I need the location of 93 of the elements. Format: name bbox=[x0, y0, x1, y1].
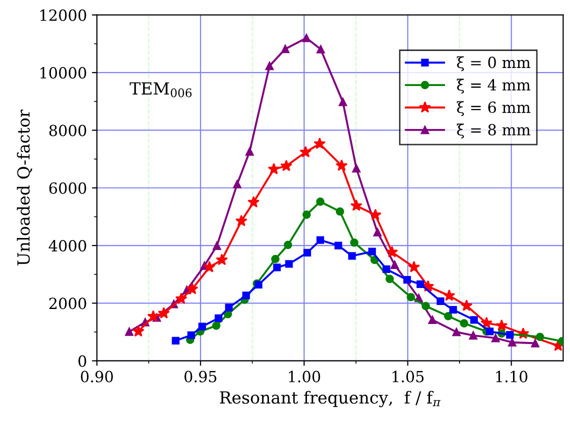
x-tick-label: 1.10 bbox=[496, 370, 528, 382]
point bbox=[531, 339, 540, 348]
point bbox=[172, 336, 180, 344]
point bbox=[350, 238, 358, 247]
point bbox=[212, 321, 220, 330]
point bbox=[368, 248, 376, 256]
point bbox=[406, 292, 416, 302]
point bbox=[265, 62, 274, 70]
legend-label: ξ = 6 mm bbox=[456, 101, 530, 116]
point bbox=[314, 138, 326, 149]
point bbox=[245, 147, 254, 156]
point bbox=[350, 200, 362, 211]
point bbox=[147, 310, 160, 322]
point bbox=[352, 164, 361, 172]
x-axis-title: Resonant frequency, f / f$_{π}$ bbox=[220, 390, 441, 408]
point bbox=[248, 196, 260, 208]
point bbox=[444, 312, 452, 320]
point bbox=[125, 328, 134, 336]
point bbox=[316, 236, 324, 244]
point bbox=[281, 44, 290, 54]
point bbox=[280, 160, 292, 172]
point bbox=[302, 210, 311, 219]
annotation: TEM$_{006}$ bbox=[130, 82, 192, 98]
point bbox=[316, 45, 325, 54]
point bbox=[187, 331, 196, 339]
y-tick-label: 0 bbox=[78, 355, 86, 367]
y-tick-label: 2000 bbox=[49, 298, 86, 310]
y-tick-label: 4000 bbox=[48, 240, 86, 252]
point bbox=[422, 302, 430, 310]
point bbox=[302, 34, 311, 42]
point bbox=[242, 292, 250, 300]
point bbox=[300, 146, 312, 158]
point bbox=[285, 260, 293, 268]
point bbox=[382, 265, 390, 273]
point bbox=[316, 198, 324, 206]
point bbox=[214, 314, 222, 322]
point bbox=[470, 316, 478, 324]
point bbox=[225, 304, 233, 312]
legend-label: ξ = 4 mm bbox=[456, 78, 530, 94]
point bbox=[158, 307, 170, 318]
point bbox=[336, 159, 348, 171]
point bbox=[506, 331, 514, 339]
point bbox=[198, 322, 206, 330]
point bbox=[338, 98, 348, 106]
point bbox=[469, 331, 478, 340]
point bbox=[436, 297, 444, 305]
point bbox=[175, 292, 188, 304]
point bbox=[373, 228, 382, 236]
point bbox=[443, 289, 456, 301]
point bbox=[390, 260, 399, 270]
point bbox=[449, 306, 457, 314]
point bbox=[273, 264, 281, 272]
y-tick-label: 10000 bbox=[40, 67, 86, 79]
x-tick-label: 0.95 bbox=[184, 370, 216, 382]
point bbox=[186, 282, 198, 294]
point bbox=[491, 334, 500, 342]
point bbox=[271, 254, 280, 264]
point bbox=[268, 162, 280, 174]
point bbox=[460, 300, 473, 311]
point bbox=[284, 240, 292, 250]
point bbox=[203, 260, 216, 272]
x-tick-label: 0.90 bbox=[80, 370, 113, 382]
y-tick-label: 12000 bbox=[40, 9, 86, 21]
point bbox=[403, 276, 411, 284]
y-tick-label: 8000 bbox=[49, 124, 86, 136]
point bbox=[408, 260, 420, 272]
point bbox=[508, 338, 516, 347]
y-tick-label: 6000 bbox=[49, 182, 86, 194]
point bbox=[416, 280, 424, 288]
point bbox=[233, 180, 242, 188]
legend-label: ξ = 0 mm bbox=[456, 56, 530, 72]
point bbox=[132, 325, 144, 337]
point bbox=[386, 274, 394, 284]
point bbox=[336, 207, 344, 216]
point bbox=[480, 316, 492, 328]
point bbox=[348, 252, 356, 260]
x-tick-label: 1.05 bbox=[392, 370, 424, 382]
point bbox=[303, 248, 312, 257]
x-tick-label: 1.00 bbox=[288, 370, 320, 382]
legend-label: ξ = 8 mm bbox=[456, 124, 530, 138]
point bbox=[235, 214, 248, 226]
point bbox=[216, 254, 228, 266]
point bbox=[386, 246, 398, 258]
point bbox=[428, 316, 437, 324]
point bbox=[334, 242, 342, 250]
point bbox=[496, 319, 508, 331]
point bbox=[460, 319, 468, 328]
point bbox=[452, 328, 461, 336]
point bbox=[212, 242, 222, 250]
point bbox=[369, 208, 382, 220]
point bbox=[486, 328, 494, 336]
y-axis-title: Unloaded Q-factor bbox=[16, 110, 32, 266]
point bbox=[536, 332, 544, 342]
